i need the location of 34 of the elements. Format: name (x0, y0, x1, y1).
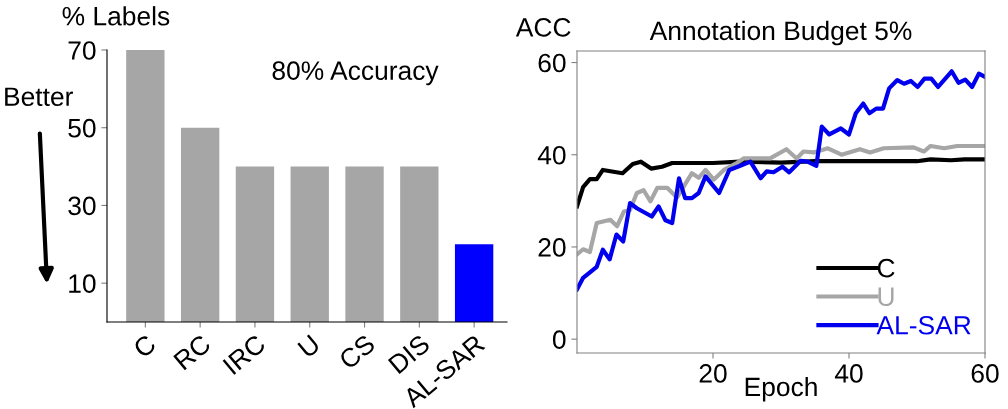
y-tick-label: 20 (538, 238, 566, 257)
bar (180, 127, 220, 322)
x-tick-label: CS (337, 333, 377, 370)
y-axis-title: ACC (515, 18, 571, 37)
x-tick-label: U (297, 334, 321, 359)
y-axis-title: % Labels (62, 6, 170, 26)
chart-title: Annotation Budget 5% (649, 20, 912, 46)
bar (290, 166, 329, 322)
y-tick-label: 40 (537, 145, 566, 165)
y-tick-label: 60 (538, 53, 566, 73)
text: Better (5, 87, 73, 107)
chart-title: 80% Accuracy (272, 61, 439, 86)
line-series (577, 157, 985, 209)
y-tick-label: 70 (68, 41, 96, 60)
bar (345, 166, 384, 322)
legend-label: C (877, 258, 895, 278)
y-tick-label: 10 (69, 274, 96, 293)
bar (126, 50, 165, 322)
x-tick-label: C (132, 333, 158, 359)
y-tick-label: 0 (552, 330, 566, 349)
y-tick-label: 30 (68, 196, 96, 216)
x-tick-label: IRC (222, 333, 267, 375)
x-tick-label: 40 (834, 364, 863, 383)
bar (454, 244, 494, 322)
bar (235, 166, 275, 322)
line-series (577, 143, 985, 257)
x-axis-title: Epoch (745, 376, 817, 402)
legend-label: U (878, 287, 894, 307)
legend-label: AL-SAR (876, 315, 971, 335)
bar (400, 166, 439, 322)
x-tick-label: 20 (699, 364, 727, 383)
y-tick-label: 50 (68, 118, 96, 138)
x-tick-label: RC (173, 333, 212, 371)
x-tick-label: 60 (971, 364, 999, 383)
